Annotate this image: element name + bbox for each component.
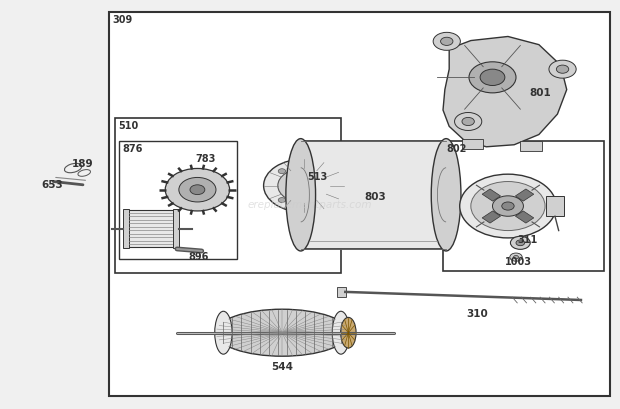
Ellipse shape: [215, 312, 232, 354]
Bar: [172, 209, 179, 249]
Ellipse shape: [216, 310, 348, 356]
Circle shape: [353, 181, 368, 191]
Circle shape: [492, 196, 523, 217]
Circle shape: [322, 198, 329, 203]
Text: 1003: 1003: [505, 256, 532, 267]
Bar: [515, 211, 534, 224]
Text: 311: 311: [517, 234, 538, 244]
Polygon shape: [443, 37, 567, 147]
Circle shape: [433, 33, 461, 51]
Text: 801: 801: [529, 88, 551, 97]
Text: 653: 653: [41, 179, 63, 189]
Circle shape: [469, 63, 516, 94]
Circle shape: [291, 178, 316, 194]
Circle shape: [179, 178, 216, 202]
Ellipse shape: [340, 318, 356, 348]
Circle shape: [556, 66, 569, 74]
Bar: [546, 196, 564, 217]
Bar: [109, 13, 610, 396]
Circle shape: [264, 160, 344, 213]
Circle shape: [502, 202, 514, 211]
Circle shape: [471, 182, 545, 231]
Text: ereplacementparts.com: ereplacementparts.com: [248, 200, 372, 209]
Bar: [301, 142, 446, 249]
Text: 803: 803: [364, 191, 386, 201]
Bar: [482, 211, 500, 224]
Circle shape: [278, 169, 286, 174]
Circle shape: [510, 237, 530, 250]
Text: 783: 783: [195, 153, 216, 164]
Text: 189: 189: [72, 159, 94, 169]
Text: 309: 309: [112, 15, 132, 25]
Bar: [482, 189, 500, 202]
Text: 510: 510: [118, 121, 138, 131]
Circle shape: [441, 38, 453, 46]
Bar: [515, 189, 534, 202]
FancyBboxPatch shape: [340, 178, 369, 195]
Text: 802: 802: [446, 144, 466, 153]
Circle shape: [462, 118, 474, 126]
Bar: [443, 142, 604, 272]
Circle shape: [278, 169, 330, 203]
Bar: [120, 142, 237, 260]
Ellipse shape: [432, 139, 461, 252]
Bar: [128, 211, 174, 247]
Circle shape: [322, 169, 329, 174]
Text: 544: 544: [271, 362, 293, 371]
Circle shape: [454, 113, 482, 131]
Circle shape: [459, 175, 556, 238]
Text: 876: 876: [123, 144, 143, 153]
Text: 310: 310: [466, 308, 488, 319]
Bar: [461, 139, 483, 149]
Circle shape: [513, 256, 518, 259]
Circle shape: [549, 61, 576, 79]
Bar: [123, 209, 129, 249]
Bar: [115, 119, 341, 274]
Circle shape: [516, 240, 525, 246]
Circle shape: [510, 254, 522, 262]
Ellipse shape: [332, 312, 350, 354]
Bar: [520, 142, 542, 151]
Circle shape: [299, 183, 309, 189]
Ellipse shape: [286, 139, 316, 252]
Bar: [337, 287, 346, 297]
Circle shape: [278, 198, 286, 203]
Text: 896: 896: [188, 252, 209, 261]
Circle shape: [166, 169, 229, 211]
Text: 513: 513: [307, 172, 327, 182]
Circle shape: [480, 70, 505, 86]
Circle shape: [190, 185, 205, 195]
